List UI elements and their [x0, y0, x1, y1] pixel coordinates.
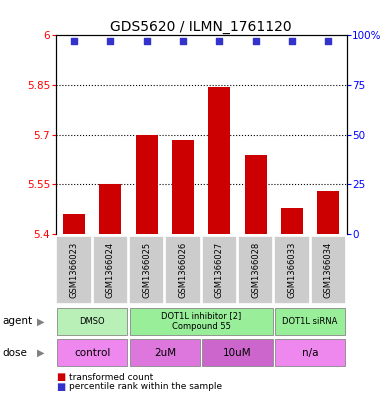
Point	[289, 38, 295, 44]
Bar	[165, 237, 201, 304]
Bar	[274, 237, 310, 304]
Bar	[129, 237, 164, 304]
Text: ■: ■	[56, 382, 65, 392]
Point	[71, 38, 77, 44]
Point	[144, 38, 150, 44]
Text: DMSO: DMSO	[79, 317, 105, 326]
Text: GSM1366034: GSM1366034	[324, 242, 333, 298]
Bar	[275, 339, 345, 366]
Text: GSM1366027: GSM1366027	[215, 242, 224, 298]
Text: dose: dose	[2, 348, 27, 358]
Bar	[136, 134, 157, 234]
Bar	[99, 184, 121, 234]
Bar	[311, 237, 346, 304]
Text: GSM1366028: GSM1366028	[251, 242, 260, 298]
Bar	[245, 155, 266, 234]
Text: GSM1366026: GSM1366026	[179, 242, 187, 298]
Bar	[63, 214, 85, 234]
Bar	[281, 208, 303, 234]
Text: GSM1366024: GSM1366024	[106, 242, 115, 298]
Point	[107, 38, 114, 44]
Text: agent: agent	[2, 316, 32, 326]
Bar	[172, 140, 194, 234]
Bar	[57, 339, 127, 366]
Text: control: control	[74, 348, 110, 358]
Text: 2uM: 2uM	[154, 348, 176, 358]
Bar	[56, 237, 92, 304]
Text: transformed count: transformed count	[69, 373, 154, 382]
Text: DOT1L siRNA: DOT1L siRNA	[283, 317, 338, 326]
Point	[180, 38, 186, 44]
Text: percentile rank within the sample: percentile rank within the sample	[69, 382, 223, 391]
Text: ■: ■	[56, 372, 65, 382]
Bar	[57, 308, 127, 335]
Text: GSM1366033: GSM1366033	[288, 242, 296, 298]
Point	[325, 38, 331, 44]
Text: GSM1366025: GSM1366025	[142, 242, 151, 298]
Title: GDS5620 / ILMN_1761120: GDS5620 / ILMN_1761120	[110, 20, 292, 34]
Bar	[208, 87, 230, 234]
Point	[253, 38, 259, 44]
Text: ▶: ▶	[37, 348, 44, 358]
Bar	[275, 308, 345, 335]
Text: DOT1L inhibitor [2]
Compound 55: DOT1L inhibitor [2] Compound 55	[161, 312, 241, 331]
Text: n/a: n/a	[302, 348, 318, 358]
Bar	[130, 308, 273, 335]
Text: ▶: ▶	[37, 316, 44, 326]
Bar	[202, 339, 273, 366]
Bar	[130, 339, 200, 366]
Text: 10uM: 10uM	[223, 348, 252, 358]
Bar	[317, 191, 339, 234]
Bar	[238, 237, 273, 304]
Bar	[201, 237, 237, 304]
Point	[216, 38, 223, 44]
Text: GSM1366023: GSM1366023	[69, 242, 79, 298]
Bar	[92, 237, 128, 304]
